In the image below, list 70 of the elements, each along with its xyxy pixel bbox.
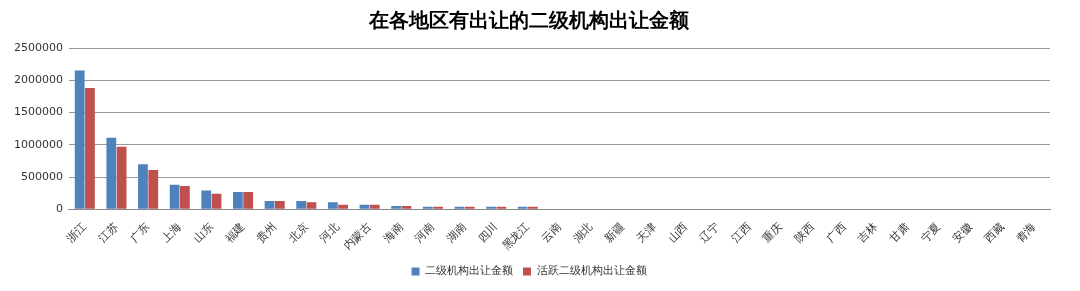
- x-tick-label: 北京: [285, 219, 311, 245]
- x-tick-label: 宁夏: [918, 219, 944, 245]
- x-tick-label: 天津: [633, 219, 659, 245]
- bar: [211, 193, 222, 209]
- bar: [264, 200, 275, 209]
- bar: [296, 200, 307, 209]
- legend-label: 二级机构出让金额: [425, 264, 513, 278]
- x-tick-label: 重庆: [760, 219, 786, 245]
- y-tick-label: 2000000: [13, 73, 63, 87]
- x-tick-label: 上海: [159, 219, 184, 245]
- x-tick-label: 广东: [127, 219, 153, 245]
- bar: [369, 204, 380, 209]
- bar: [116, 146, 127, 209]
- x-tick-label: 黑龙江: [499, 219, 532, 253]
- chart-title: 在各地区有出让的二级机构出让金额: [368, 9, 690, 32]
- x-tick-label: 内蒙古: [341, 219, 374, 253]
- bar: [464, 206, 475, 209]
- x-tick-label: 山西: [665, 219, 691, 245]
- x-tick-label: 湖南: [443, 219, 469, 245]
- x-tick-label: 安徽: [950, 219, 976, 245]
- bar: [138, 164, 148, 209]
- bar: [306, 202, 317, 209]
- bar: [454, 206, 465, 209]
- x-tick-label: 吉林: [855, 219, 881, 245]
- bar: [169, 184, 180, 209]
- x-tick-label: 湖北: [570, 219, 596, 245]
- bar: [433, 206, 443, 209]
- x-tick-label: 新疆: [602, 219, 627, 245]
- y-tick-label: 500000: [20, 169, 63, 183]
- bar: [274, 200, 285, 209]
- bar: [486, 206, 496, 209]
- bar: [85, 88, 95, 209]
- bar: [359, 204, 370, 209]
- x-tick-label: 河南: [412, 219, 438, 245]
- x-tick-label: 江西: [728, 219, 754, 245]
- bar: [401, 206, 412, 209]
- y-tick-label: 1000000: [13, 137, 63, 151]
- x-tick-label: 贵州: [254, 219, 279, 245]
- y-tick-label: 1500000: [13, 105, 63, 119]
- x-tick-label: 浙江: [64, 219, 89, 245]
- x-tick-label: 四川: [475, 219, 501, 245]
- x-tick-label: 云南: [538, 219, 564, 245]
- x-tick-label: 海南: [380, 219, 406, 245]
- x-tick-label: 陕西: [792, 219, 817, 245]
- bar: [391, 206, 402, 209]
- bar: [201, 190, 212, 209]
- bar: [422, 206, 433, 209]
- y-tick-label: 0: [55, 202, 63, 216]
- x-tick-label: 广西: [823, 219, 849, 245]
- x-tick-label: 青海: [1013, 219, 1039, 245]
- x-tick-label: 福建: [222, 219, 248, 245]
- bar: [180, 186, 190, 209]
- y-tick-label: 2500000: [13, 40, 63, 54]
- bar: [74, 70, 85, 209]
- x-tick-label: 西藏: [981, 219, 1007, 245]
- legend-label: 活跃二级机构出让金额: [536, 264, 647, 278]
- bar: [243, 191, 254, 209]
- x-tick-label: 河北: [317, 219, 343, 245]
- bar: [327, 202, 338, 209]
- x-tick-label: 辽宁: [697, 219, 722, 245]
- bar: [496, 206, 507, 209]
- bar: [528, 206, 538, 209]
- x-tick-label: 山东: [190, 219, 216, 245]
- bar: [148, 169, 159, 209]
- bar: [517, 206, 528, 209]
- bar: [233, 191, 243, 209]
- bar: [338, 204, 348, 209]
- x-tick-label: 甘肃: [886, 219, 912, 245]
- bar: [106, 137, 117, 209]
- x-tick-label: 江苏: [95, 219, 121, 245]
